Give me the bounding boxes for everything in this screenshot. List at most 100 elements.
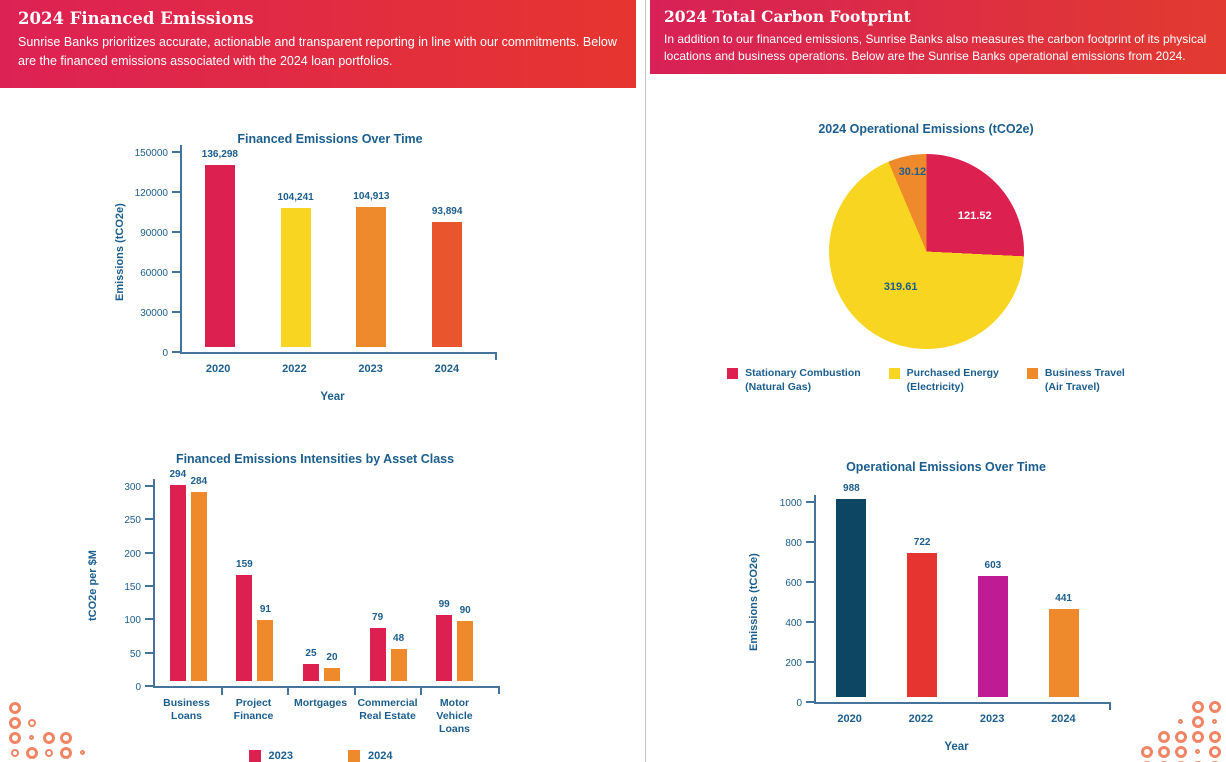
- axis-tick-label: 200: [124, 548, 141, 560]
- pie: 121.52 319.61 30.12: [828, 154, 1024, 349]
- y-axis-label: Emissions (tCO2e): [114, 203, 126, 301]
- decor-dot: [80, 750, 85, 755]
- x-category-label: 2020: [837, 713, 862, 725]
- legend-label: 2024: [368, 750, 393, 762]
- axis-tick: [145, 651, 153, 654]
- operational-emissions-pie-chart: 2024 Operational Emissions (tCO2e) 121.5…: [662, 122, 1190, 394]
- axis-tick: [806, 541, 814, 543]
- left-page-title: 2024 Financed Emissions: [18, 9, 254, 28]
- x-category-label: Motor Vehicle Loans: [436, 697, 473, 736]
- axis-tick-label: 800: [785, 538, 802, 549]
- bar-value-label: 99: [438, 599, 450, 610]
- bar: 104,913: [353, 191, 389, 347]
- financed-emissions-intensities-chart: Financed Emissions Intensities by Asset …: [85, 452, 545, 762]
- axis-tick: [172, 351, 180, 353]
- decor-dot-cell: [57, 730, 74, 745]
- axis-tick-label: 0: [135, 682, 141, 693]
- decor-dot-cell: [23, 745, 40, 760]
- bar: 441: [1048, 593, 1079, 697]
- decor-dot: [1191, 730, 1204, 743]
- bar-value-label: 722: [913, 536, 931, 548]
- x-category-label: Project Finance: [233, 697, 274, 723]
- x-category-label: 2023: [979, 713, 1005, 725]
- decor-dot-row: [1138, 714, 1226, 729]
- bar: 294: [169, 469, 186, 681]
- bar: 25: [302, 648, 319, 681]
- bars: 294 284 159 91 25 20 79 48 99 90: [155, 469, 488, 686]
- axis-end-tick: [498, 688, 500, 694]
- decor-dot-cell: [1155, 699, 1172, 714]
- decor-dot: [8, 731, 21, 744]
- decor-dot-cell: [74, 745, 91, 760]
- decor-dot-cell: [57, 700, 74, 715]
- decor-dot-cell: [40, 745, 57, 760]
- bar: 90: [457, 605, 474, 681]
- legend-label-line1: Purchased Energy: [906, 367, 999, 379]
- operational-emissions-over-time-chart: Operational Emissions Over Time Emission…: [746, 460, 1146, 753]
- decor-dot-cell: [1172, 714, 1189, 729]
- legend-label: Purchased Energy (Electricity): [907, 367, 999, 394]
- decor-dot-cell: [1206, 699, 1223, 714]
- bar-value-label: 136,298: [201, 149, 238, 161]
- decor-dot-row: [6, 730, 91, 745]
- bar-value-label: 284: [190, 475, 208, 487]
- axis-tick-label: 150000: [134, 148, 168, 159]
- bar: 104,241: [278, 192, 314, 347]
- axis-tick-label: 200: [785, 658, 802, 669]
- axis-tick: [145, 685, 153, 687]
- axis-separator-tick: [220, 688, 223, 695]
- decor-dot: [1140, 745, 1153, 758]
- decor-dot-cell: [1172, 744, 1189, 759]
- pie-slice-value: 319.61: [883, 280, 918, 293]
- decor-dot-cell: [1155, 744, 1172, 759]
- decor-dot-cell: [40, 700, 57, 715]
- right-page-title: 2024 Total Carbon Footprint: [664, 7, 911, 26]
- decor-dot-cell: [1172, 699, 1189, 714]
- axis-tick-label: 50: [129, 648, 141, 660]
- decor-dot: [42, 731, 55, 744]
- decor-dot: [1178, 719, 1183, 724]
- bar: 99: [436, 599, 453, 681]
- x-axis-tick-labels: Business Loans Project Finance Mortgages Co…: [153, 697, 488, 736]
- axis-tick: [145, 551, 153, 554]
- bar-value-label: 48: [393, 633, 405, 644]
- x-axis-tick-labels: 2020 2022 2023 2024: [814, 713, 1099, 727]
- chart-legend: 2023 2024: [153, 750, 488, 762]
- axis-tick-label: 120000: [134, 188, 168, 199]
- decor-dot: [1208, 700, 1221, 713]
- financed-emissions-header: 2024 Financed Emissions Sunrise Banks pr…: [0, 0, 636, 88]
- bar-value-label: 93,894: [431, 205, 463, 217]
- bar-value-label: 104,241: [277, 192, 314, 204]
- bar-value-label: 79: [372, 612, 384, 624]
- decor-dot-row: [1138, 759, 1226, 762]
- y-axis-label: Emissions (tCO2e): [748, 553, 760, 651]
- decor-dot-cell: [1206, 759, 1223, 762]
- axis-tick-label: 600: [785, 578, 802, 589]
- decor-dot-row: [6, 715, 91, 730]
- axis-tick-label: 150: [124, 582, 141, 593]
- decor-dot: [1212, 719, 1217, 724]
- axis-tick: [172, 151, 180, 153]
- x-category-label: 2024: [1051, 713, 1076, 725]
- decor-dot-cell: [6, 700, 23, 715]
- axis-tick-label: 1000: [779, 498, 802, 509]
- axis-tick: [172, 191, 180, 193]
- decor-dot-cell: [74, 730, 91, 745]
- bar-value-label: 294: [169, 469, 187, 480]
- bar-group: 294 284: [169, 469, 207, 681]
- x-category-label: Mortgages: [293, 697, 348, 709]
- bar-value-label: 90: [459, 605, 471, 616]
- bar-group: 79 48: [369, 612, 407, 681]
- decor-dot-cell: [23, 700, 40, 715]
- axis-tick-label: 100: [124, 615, 141, 627]
- axis-tick: [806, 661, 814, 663]
- decor-dots-left: [6, 700, 91, 760]
- x-axis-tick-labels: 2020 2022 2023 2024: [180, 363, 485, 377]
- legend-label-line2: (Air Travel): [1044, 380, 1100, 393]
- axis-tick: [806, 701, 814, 703]
- decor-dot: [1157, 745, 1170, 758]
- axis-end-tick: [495, 354, 497, 360]
- left-page-subtitle: Sunrise Banks prioritizes accurate, acti…: [18, 35, 617, 68]
- decor-dots-right: [1138, 699, 1226, 762]
